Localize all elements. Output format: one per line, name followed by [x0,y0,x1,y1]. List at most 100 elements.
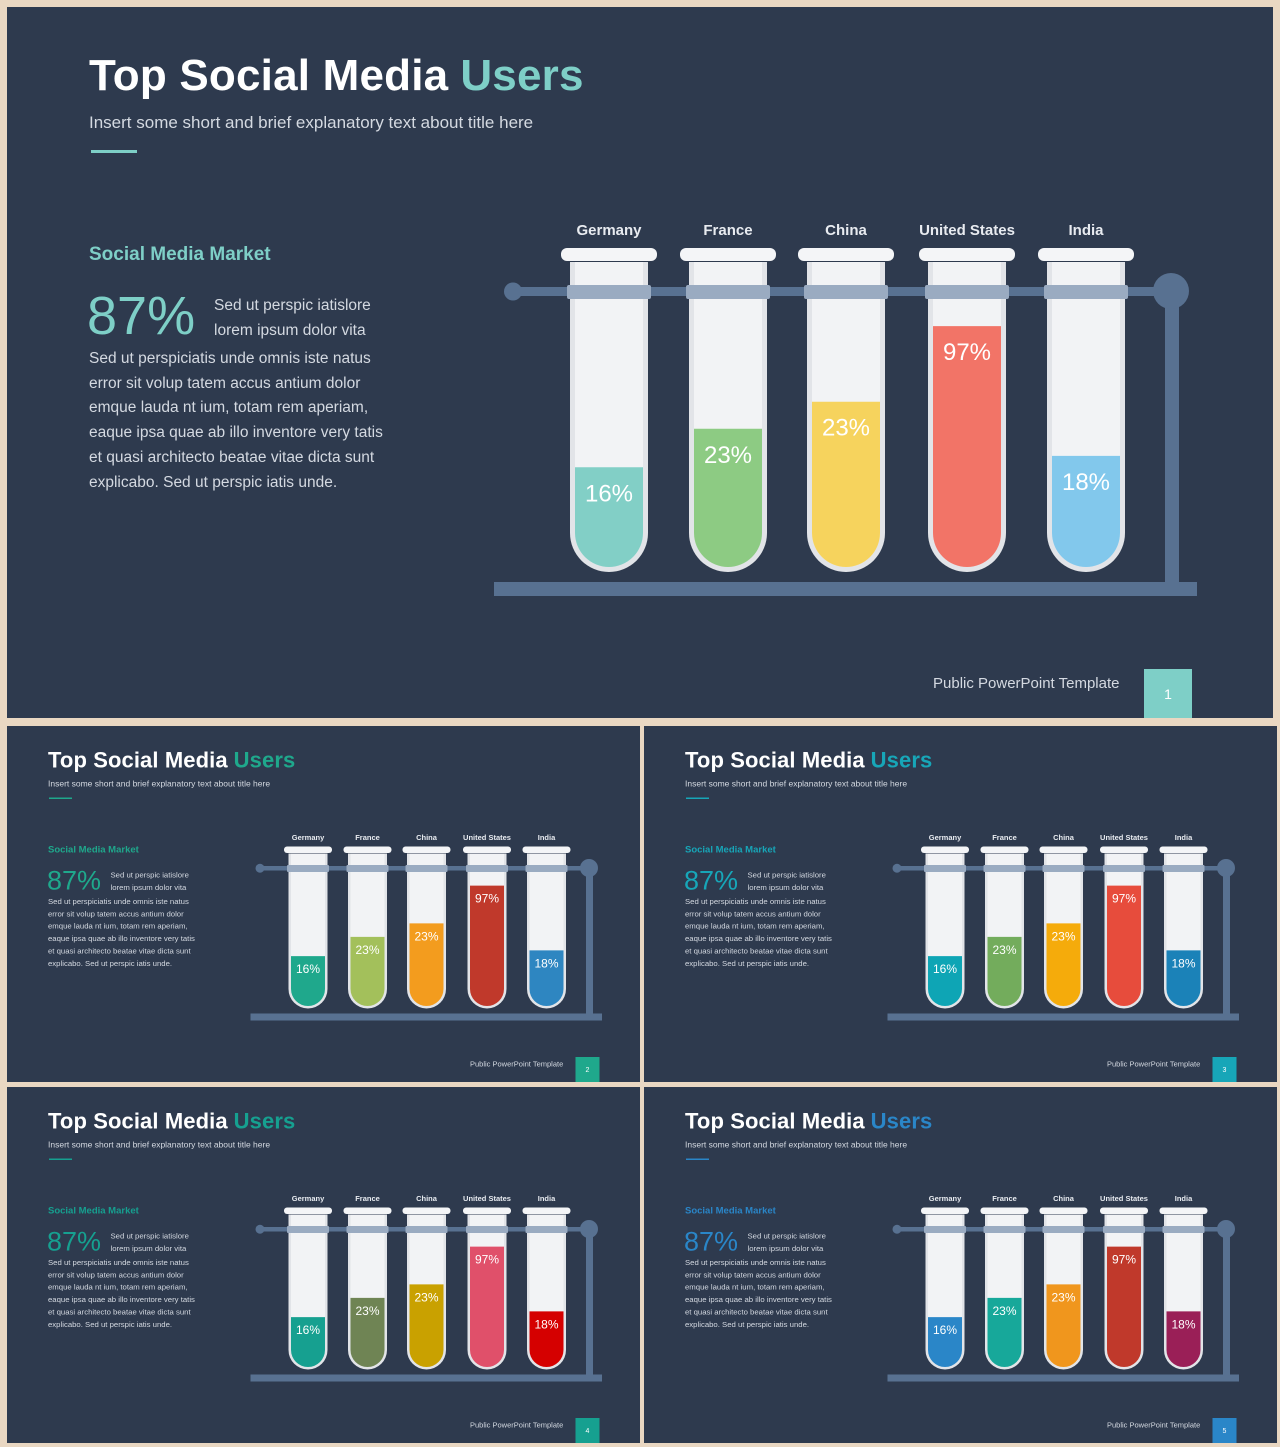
tube-liquid [1046,923,1081,1006]
value-label: 16% [296,962,320,976]
test-tube: China 23% [1039,1194,1088,1370]
slide-1: Top Social Media Users Insert some short … [7,7,1273,718]
slide-content: Top Social Media Users Insert some short … [7,1087,640,1443]
value-label: 16% [585,480,633,507]
category-label: China [1053,1194,1075,1203]
slide-title: Top Social Media Users [89,51,584,101]
tube-rim [921,1207,969,1214]
category-label: China [1053,833,1075,842]
tube-clamp [346,865,389,872]
footer-text: Public PowerPoint Template [470,1421,564,1430]
tube-rim [1039,1207,1088,1214]
test-tube: France 23% [680,222,776,572]
tube-rim [1159,846,1208,853]
tube-rim [980,846,1029,853]
slide-3: Top Social Media Users Insert some short … [644,726,1277,1082]
rack-rod-end [255,863,265,873]
footer-text: Public PowerPoint Template [933,675,1120,692]
test-tube: China 23% [402,1194,451,1370]
stat-value: 87% [47,865,102,896]
test-tube: India 18% [1038,222,1134,572]
category-label: Germany [292,833,325,842]
title-accent: Users [870,1109,933,1134]
tube-clamp [525,1226,568,1233]
category-label: China [416,1194,438,1203]
tube-liquid [933,326,1001,567]
tube-liquid [409,923,444,1006]
tube-clamp [1103,865,1145,872]
test-tube: France 23% [343,1194,392,1370]
value-label: 18% [534,1317,558,1331]
body-text: Sed ut perspiciatis unde omnis iste natu… [48,1258,195,1329]
test-tube: China 23% [1039,833,1088,1009]
footer-text: Public PowerPoint Template [470,1060,564,1069]
test-tube-chart: Germany 16% France 23% China 23% United States… [887,1194,1239,1382]
title-accent: Users [460,51,584,100]
tube-liquid [987,936,1022,1006]
tube-rim [463,1207,511,1214]
slide-title: Top Social Media Users [685,1109,932,1134]
test-tube: India 18% [1159,833,1208,1009]
tube-rim [343,1207,392,1214]
category-label: Germany [292,1194,325,1203]
rack-rod-end [892,863,902,873]
test-tube: United States 97% [1100,1194,1148,1370]
page-number: 4 [575,1418,600,1443]
test-tube: France 23% [980,833,1029,1009]
slide-subtitle: Insert some short and brief explanatory … [48,1140,271,1150]
tube-liquid [928,1317,962,1367]
rack-post [586,868,593,1015]
tube-liquid [928,956,962,1006]
slide-content: Top Social Media Users Insert some short … [644,1087,1277,1443]
tube-liquid [470,885,504,1006]
test-tube: China 23% [402,833,451,1009]
test-tube: France 23% [343,833,392,1009]
category-label: United States [1100,1194,1148,1203]
footer-text: Public PowerPoint Template [1107,1421,1201,1430]
tube-liquid [470,1246,504,1367]
tube-clamp [1042,865,1085,872]
tube-clamp [287,1226,329,1233]
test-tube-chart: Germany 16% France 23% China 23% United States… [887,833,1239,1021]
category-label: Germany [929,833,962,842]
slide-title: Top Social Media Users [48,748,295,773]
slide-4: Top Social Media Users Insert some short … [7,1087,640,1443]
rack-post [1223,1229,1230,1376]
category-label: France [992,1194,1017,1203]
section-heading: Social Media Market [685,1205,776,1217]
rack-base [250,1013,602,1021]
slide-5: Top Social Media Users Insert some short … [644,1087,1277,1443]
tube-rim [561,248,657,261]
stat-value: 87% [684,1226,739,1257]
tube-liquid [1107,885,1141,1006]
tube-clamp [804,285,888,299]
rack-post-knob [1217,1220,1235,1238]
value-label: 18% [1062,469,1110,496]
category-label: Germany [576,222,642,239]
rack-base [887,1013,1239,1021]
value-label: 18% [534,956,558,970]
tube-liquid [1052,455,1120,567]
rack-post [1165,291,1179,585]
category-label: India [1175,1194,1193,1203]
test-tube: Germany 16% [921,833,969,1009]
tube-clamp [924,1226,966,1233]
value-label: 97% [475,1253,499,1267]
category-label: United States [463,833,511,842]
tube-clamp [925,285,1009,299]
category-label: India [538,1194,556,1203]
tube-liquid [694,428,762,567]
stat-caption: Sed ut perspic iatislore lorem ipsum dol… [747,871,826,892]
tube-clamp [924,865,966,872]
tube-rim [1159,1207,1208,1214]
tube-rim [284,846,332,853]
tube-rim [343,846,392,853]
value-label: 23% [414,929,438,943]
tube-rim [921,846,969,853]
tube-clamp [405,865,448,872]
stat-caption: Sed ut perspic iatislore lorem ipsum dol… [110,871,189,892]
title-underline [49,797,72,799]
page-number: 2 [575,1057,600,1082]
value-label: 23% [355,1304,379,1318]
value-label: 23% [1051,1290,1075,1304]
